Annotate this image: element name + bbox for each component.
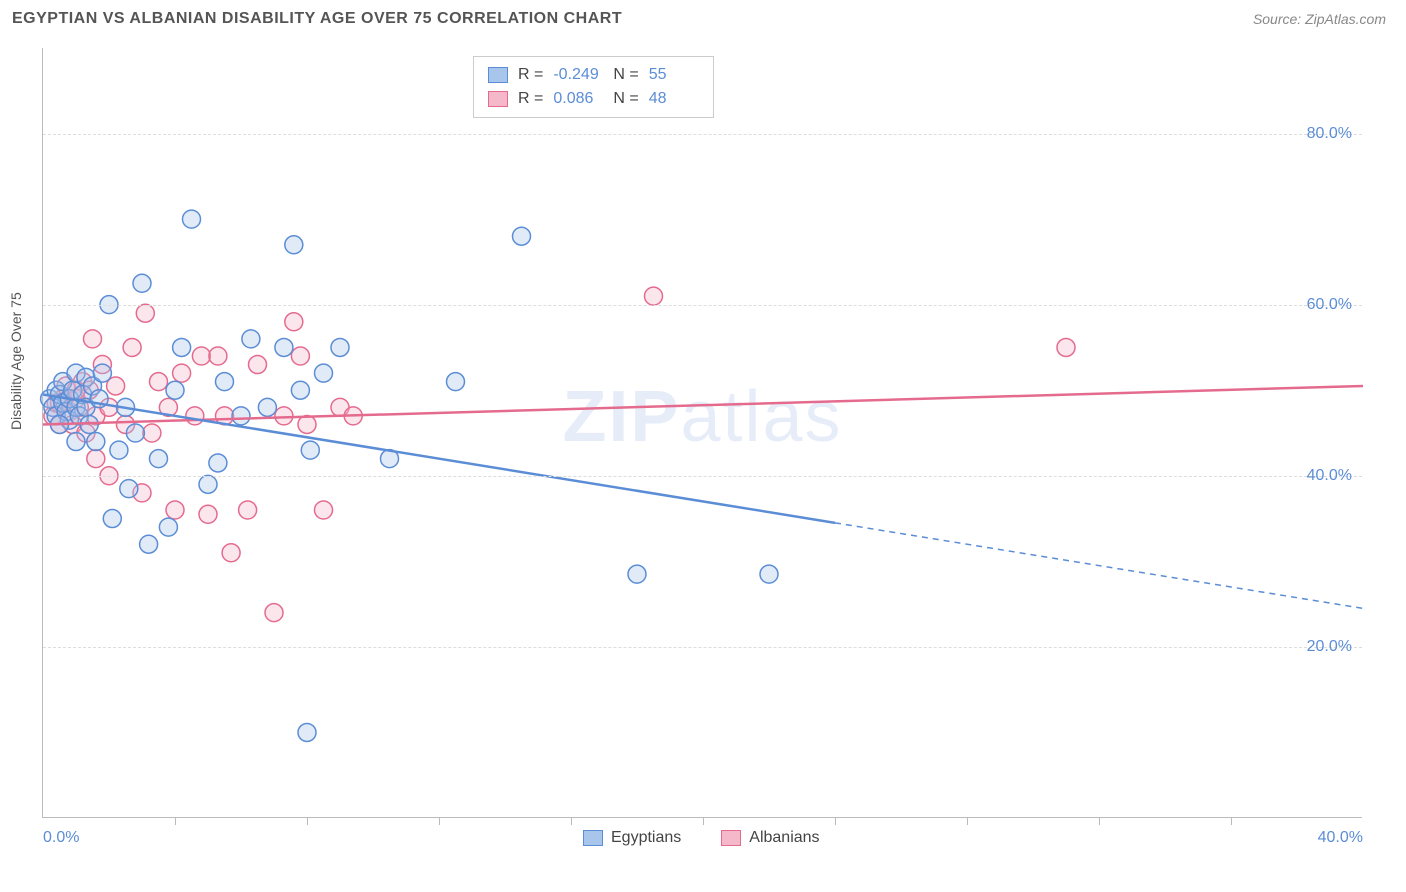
x-tick — [1231, 817, 1232, 825]
stats-row-albanians: R = 0.086 N = 48 — [488, 87, 699, 111]
y-tick-label: 20.0% — [1307, 638, 1352, 656]
x-tick — [967, 817, 968, 825]
bottom-legend: Egyptians Albanians — [583, 829, 820, 847]
gridline — [43, 647, 1362, 648]
x-tick — [175, 817, 176, 825]
x-tick — [835, 817, 836, 825]
x-tick — [439, 817, 440, 825]
swatch-albanians-icon — [721, 830, 741, 846]
x-tick-label-min: 0.0% — [43, 829, 79, 847]
y-tick-label: 60.0% — [1307, 296, 1352, 314]
stats-row-egyptians: R = -0.249 N = 55 — [488, 63, 699, 87]
scatter-plot-svg — [43, 48, 1362, 817]
swatch-albanians — [488, 91, 508, 107]
gridline — [43, 305, 1362, 306]
legend-label-egyptians: Egyptians — [611, 829, 681, 847]
x-tick-label-max: 40.0% — [1318, 829, 1363, 847]
x-tick — [1099, 817, 1100, 825]
chart-title: EGYPTIAN VS ALBANIAN DISABILITY AGE OVER… — [12, 10, 622, 28]
chart-plot-area: ZIPatlas R = -0.249 N = 55 R = 0.086 N =… — [42, 48, 1362, 818]
x-tick — [307, 817, 308, 825]
swatch-egyptians-icon — [583, 830, 603, 846]
swatch-egyptians — [488, 67, 508, 83]
x-tick — [703, 817, 704, 825]
source-attribution: Source: ZipAtlas.com — [1253, 11, 1386, 27]
stats-legend-box: R = -0.249 N = 55 R = 0.086 N = 48 — [473, 56, 714, 118]
legend-item-albanians: Albanians — [721, 829, 819, 847]
legend-item-egyptians: Egyptians — [583, 829, 681, 847]
y-tick-label: 40.0% — [1307, 467, 1352, 485]
x-tick — [571, 817, 572, 825]
gridline — [43, 134, 1362, 135]
gridline — [43, 476, 1362, 477]
y-tick-label: 80.0% — [1307, 125, 1352, 143]
y-axis-label: Disability Age Over 75 — [8, 292, 24, 430]
legend-label-albanians: Albanians — [749, 829, 819, 847]
